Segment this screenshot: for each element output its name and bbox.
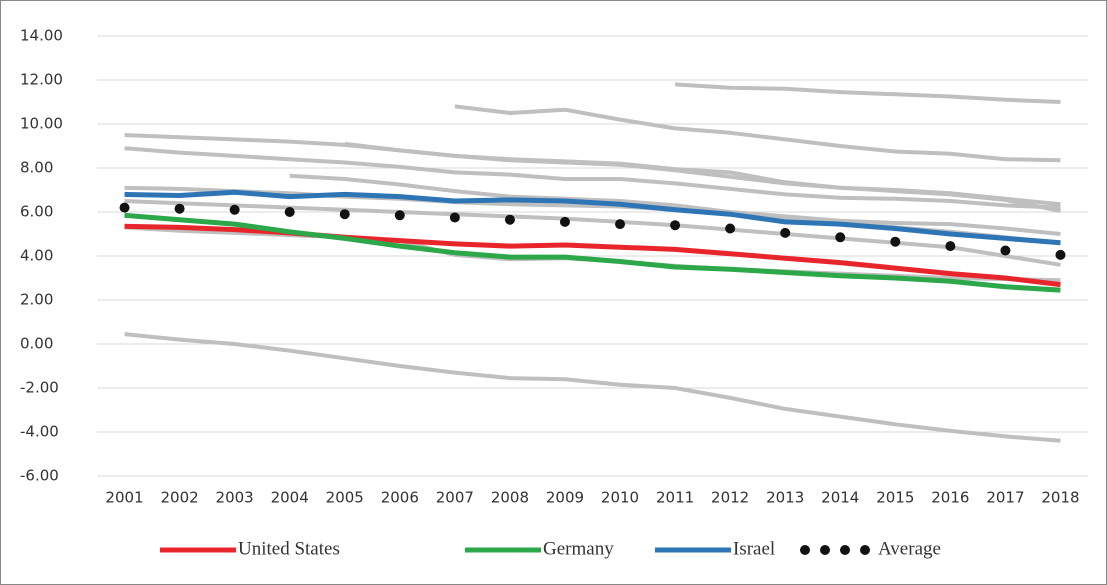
series-line: [124, 189, 1061, 246]
gray-line: [344, 141, 1061, 213]
average-dot: [284, 207, 295, 217]
average-dot: [945, 241, 956, 252]
x-tick-label: 2012: [711, 489, 749, 507]
legend-label: Average: [878, 538, 941, 559]
average-dot: [835, 232, 846, 243]
x-tick-label: 2006: [381, 489, 419, 507]
average-dot: [670, 220, 681, 231]
average-dot: [1000, 245, 1011, 256]
average-dot: [119, 202, 130, 213]
average-dot: [615, 219, 626, 230]
legend-label: Germany: [543, 538, 614, 559]
legend-swatch: [820, 545, 830, 555]
x-tick-label: 2017: [986, 489, 1024, 507]
legend-swatch: [800, 545, 810, 555]
x-tick-label: 2013: [766, 489, 804, 507]
average-dot: [504, 214, 515, 225]
x-tick-label: 2010: [601, 489, 639, 507]
average-dot: [725, 223, 736, 234]
x-tick-label: 2018: [1041, 489, 1079, 507]
y-tick-label: 8.00: [20, 159, 53, 177]
gray-line: [454, 104, 1061, 163]
y-tick-label: 12.00: [20, 71, 63, 89]
y-tick-label: -2.00: [20, 379, 59, 397]
average-dot: [449, 212, 460, 223]
average-dot: [780, 227, 791, 238]
average-dot: [394, 210, 405, 221]
x-tick-label: 2015: [876, 489, 914, 507]
gray-line: [674, 82, 1061, 104]
average-dot: [1055, 249, 1066, 260]
average-dot: [559, 216, 570, 227]
x-tick-label: 2009: [546, 489, 584, 507]
series-line: [124, 212, 1061, 293]
y-tick-label: 0.00: [20, 335, 53, 353]
y-tick-label: 10.00: [20, 115, 63, 133]
x-tick-label: 2004: [271, 489, 309, 507]
x-tick-label: 2003: [216, 489, 254, 507]
gray-line: [289, 173, 1061, 236]
gray-line: [124, 146, 1061, 210]
y-tick-label: -4.00: [20, 423, 59, 441]
average-dot: [174, 203, 185, 214]
y-tick-label: 14.00: [20, 27, 63, 45]
x-tick-label: 2002: [160, 489, 198, 507]
x-tick-label: 2005: [326, 489, 364, 507]
x-tick-label: 2001: [105, 489, 143, 507]
x-tick-label: 2007: [436, 489, 474, 507]
average-dot: [890, 236, 901, 247]
legend-swatch: [860, 545, 870, 555]
x-tick-label: 2016: [931, 489, 969, 507]
average-dot: [229, 204, 240, 215]
average-dot: [339, 209, 350, 220]
y-tick-label: 2.00: [20, 291, 53, 309]
gray-line: [124, 332, 1061, 443]
legend-label: Israel: [733, 538, 775, 559]
legend-swatch: [840, 545, 850, 555]
x-tick-label: 2011: [656, 489, 694, 507]
gray-line: [124, 199, 1061, 267]
y-tick-label: 6.00: [20, 203, 53, 221]
y-tick-label: -6.00: [20, 467, 59, 485]
legend-label: United States: [238, 538, 340, 559]
x-tick-label: 2014: [821, 489, 859, 507]
x-tick-label: 2008: [491, 489, 529, 507]
y-tick-label: 4.00: [20, 247, 53, 265]
